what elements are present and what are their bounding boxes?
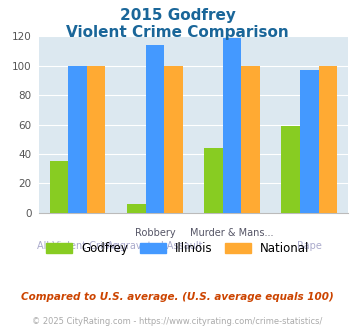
Bar (164, 66, 183, 213)
Text: 2015 Godfrey: 2015 Godfrey (120, 8, 235, 23)
Bar (127, 204, 146, 213)
Text: Murder & Mans...: Murder & Mans... (190, 228, 274, 238)
Text: Robbery: Robbery (135, 228, 175, 238)
Text: All Violent Crime: All Violent Crime (37, 241, 118, 251)
Bar (282, 126, 300, 213)
Bar (146, 45, 164, 213)
Bar (300, 70, 318, 213)
Bar (318, 66, 337, 213)
Bar (50, 161, 69, 213)
Bar (69, 66, 87, 213)
Text: Aggravated Assault: Aggravated Assault (107, 241, 203, 251)
Bar (87, 66, 105, 213)
Bar (204, 148, 223, 213)
Legend: Godfrey, Illinois, National: Godfrey, Illinois, National (41, 237, 314, 260)
Text: © 2025 CityRating.com - https://www.cityrating.com/crime-statistics/: © 2025 CityRating.com - https://www.city… (32, 317, 323, 326)
Bar (223, 38, 241, 213)
Text: Rape: Rape (297, 241, 322, 251)
Text: Compared to U.S. average. (U.S. average equals 100): Compared to U.S. average. (U.S. average … (21, 292, 334, 302)
Text: Violent Crime Comparison: Violent Crime Comparison (66, 25, 289, 40)
Bar (241, 66, 260, 213)
